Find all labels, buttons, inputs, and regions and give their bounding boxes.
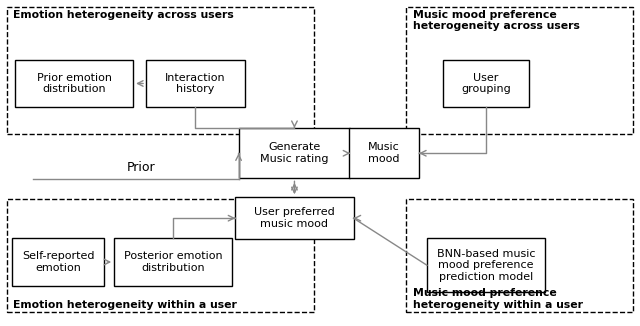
Bar xyxy=(7,7,314,134)
Text: Music mood preference
heterogeneity within a user: Music mood preference heterogeneity with… xyxy=(413,288,582,310)
Text: Emotion heterogeneity within a user: Emotion heterogeneity within a user xyxy=(13,300,237,310)
Bar xyxy=(427,239,545,292)
Bar xyxy=(12,239,104,286)
Text: Prior emotion
distribution: Prior emotion distribution xyxy=(36,73,111,94)
Text: Generate
Music rating: Generate Music rating xyxy=(260,142,329,164)
Text: BNN-based music
mood preference
prediction model: BNN-based music mood preference predicti… xyxy=(436,249,535,282)
Bar xyxy=(7,199,314,312)
Bar xyxy=(349,128,419,178)
Bar xyxy=(236,197,353,239)
Text: Music
mood: Music mood xyxy=(368,142,400,164)
Bar xyxy=(146,60,245,107)
Bar xyxy=(406,7,633,134)
Text: Self-reported
emotion: Self-reported emotion xyxy=(22,251,95,273)
Text: Music mood preference
heterogeneity across users: Music mood preference heterogeneity acro… xyxy=(413,10,579,31)
Text: Interaction
history: Interaction history xyxy=(165,73,226,94)
Text: User
grouping: User grouping xyxy=(461,73,511,94)
Bar xyxy=(239,128,350,178)
Text: Emotion heterogeneity across users: Emotion heterogeneity across users xyxy=(13,10,234,20)
Bar xyxy=(114,239,232,286)
Bar xyxy=(406,199,633,312)
Text: Prior: Prior xyxy=(127,161,156,174)
Text: User preferred
music mood: User preferred music mood xyxy=(254,207,335,229)
Bar xyxy=(443,60,529,107)
Text: Posterior emotion
distribution: Posterior emotion distribution xyxy=(124,251,223,273)
Bar xyxy=(15,60,133,107)
